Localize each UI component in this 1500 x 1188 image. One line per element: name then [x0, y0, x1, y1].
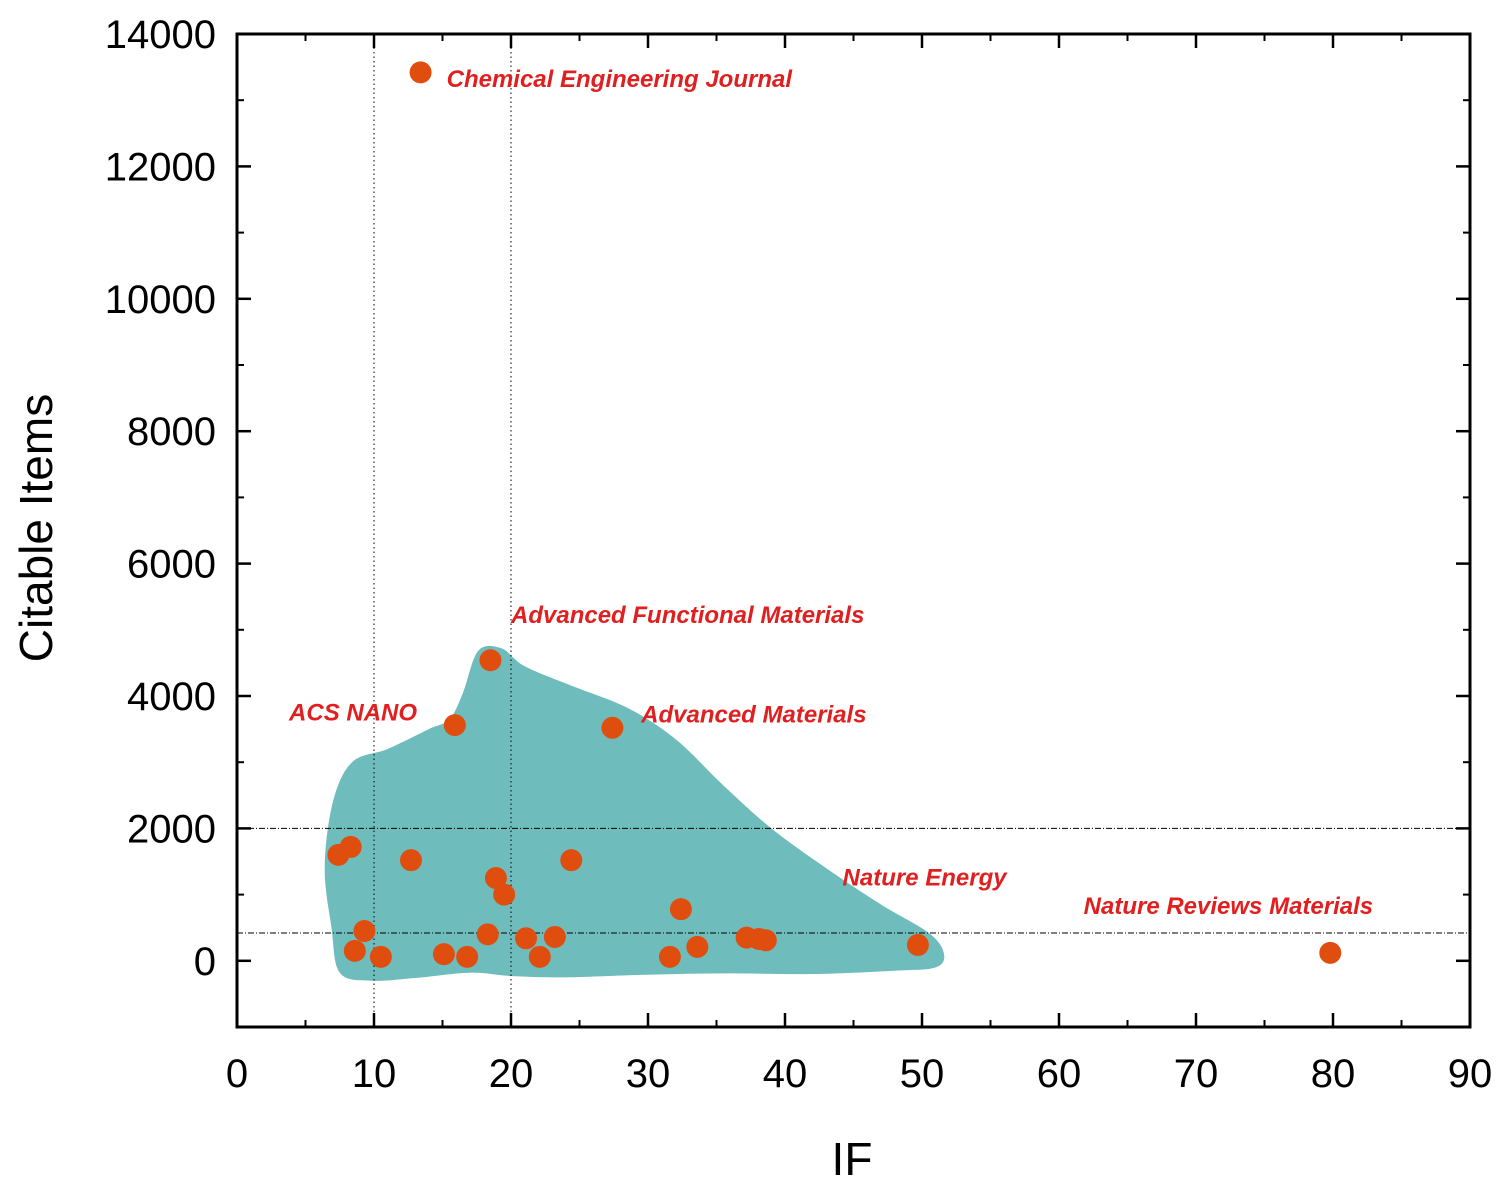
x-tick-label: 80	[1311, 1052, 1356, 1096]
y-tick-label: 0	[194, 940, 216, 984]
data-point	[686, 935, 709, 958]
data-point	[528, 945, 551, 968]
point-annotation: Chemical Engineering Journal	[447, 66, 794, 93]
point-annotation: Nature Reviews Materials	[1084, 893, 1373, 920]
data-point	[343, 939, 366, 962]
y-axis-title: Citable Items	[10, 394, 62, 662]
x-tick-label: 50	[900, 1052, 945, 1096]
x-tick-label: 60	[1037, 1052, 1082, 1096]
data-point	[754, 929, 777, 952]
data-point	[493, 883, 516, 906]
x-tick-label: 70	[1174, 1052, 1219, 1096]
data-point	[399, 849, 422, 872]
data-point	[443, 714, 466, 737]
y-tick-label: 6000	[127, 543, 216, 587]
point-annotation: Advanced Functional Materials	[510, 602, 864, 629]
data-point	[560, 849, 583, 872]
x-tick-label: 0	[226, 1052, 248, 1096]
x-tick-label: 90	[1448, 1052, 1493, 1096]
data-point	[369, 945, 392, 968]
data-point	[515, 927, 538, 950]
axes: 0 10 20 30 40 50 60 70 80 90 0 2000 4000 6000 8000 1000…	[105, 13, 1492, 1096]
data-point	[669, 898, 692, 921]
reference-lines	[237, 34, 1470, 1027]
data-point	[601, 716, 624, 739]
data-point	[409, 61, 432, 84]
cluster-region	[324, 645, 945, 981]
data-point	[456, 945, 479, 968]
data-point	[906, 933, 929, 956]
data-point	[543, 925, 566, 948]
x-axis-title: IF	[832, 1133, 873, 1185]
y-tick-label: 4000	[127, 675, 216, 719]
point-annotation: Advanced Materials	[640, 701, 866, 728]
data-point	[1319, 941, 1342, 964]
data-point	[658, 945, 681, 968]
data-point	[432, 943, 455, 966]
point-annotation: Nature Energy	[843, 864, 1009, 891]
data-point	[476, 923, 499, 946]
y-tick-label: 14000	[105, 13, 216, 57]
data-point	[484, 867, 507, 890]
y-tick-label: 10000	[105, 278, 216, 322]
y-tick-label: 8000	[127, 410, 216, 454]
data-point	[339, 835, 362, 858]
y-tick-label: 2000	[127, 807, 216, 851]
cluster-region-layer	[324, 645, 945, 981]
x-tick-label: 40	[763, 1052, 808, 1096]
x-tick-label: 10	[352, 1052, 397, 1096]
x-tick-label: 30	[626, 1052, 671, 1096]
point-annotation: ACS NANO	[288, 699, 417, 726]
y-tick-label: 12000	[105, 145, 216, 189]
point-annotations: Chemical Engineering Journal Advanced Fun…	[288, 66, 1373, 920]
x-tick-label: 20	[489, 1052, 534, 1096]
data-point	[479, 649, 502, 672]
data-points	[327, 61, 1342, 968]
data-point	[353, 920, 376, 943]
